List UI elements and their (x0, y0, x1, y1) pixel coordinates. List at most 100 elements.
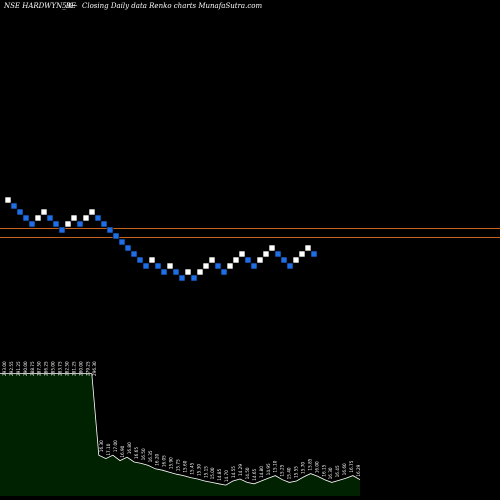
price-label: 15.00 (210, 467, 215, 479)
brick-up (166, 262, 174, 270)
brick-down (160, 268, 168, 276)
price-label: 15.90 (169, 457, 174, 469)
price-label: 14.29 (238, 464, 243, 476)
brick-down (46, 214, 54, 222)
volume-area (0, 373, 361, 496)
brick-up (292, 256, 300, 264)
brick-up (148, 256, 156, 264)
price-label: 15.75 (176, 459, 181, 471)
brick-down (280, 256, 288, 264)
price-label: 15.70 (300, 462, 305, 474)
price-label: 291.25 (16, 361, 21, 376)
brick-down (286, 262, 294, 270)
brick-up (202, 262, 210, 270)
price-label: 15.25 (280, 464, 285, 476)
brick-down (76, 220, 84, 228)
brick-down (28, 220, 36, 228)
brick-down (106, 226, 114, 234)
brick-up (208, 256, 216, 264)
price-label: 16.90 (120, 445, 125, 457)
price-label: 14.95 (266, 463, 271, 475)
price-label: 16.75 (349, 460, 354, 472)
price-label: 16.05 (162, 455, 167, 467)
brick-down (178, 274, 186, 282)
price-label: 283.75 (58, 361, 63, 376)
price-label: 16.60 (342, 463, 347, 475)
brick-down (22, 214, 30, 222)
brick-down (94, 214, 102, 222)
header-change: 5% (62, 2, 73, 10)
price-label: 14.70 (224, 470, 229, 482)
price-label: 296.30 (92, 361, 97, 376)
price-label: 16.30 (328, 467, 333, 479)
price-label: 17.00 (113, 440, 118, 452)
brick-up (34, 214, 42, 222)
brick-up (82, 214, 90, 222)
brick-down (244, 256, 252, 264)
brick-down (100, 220, 108, 228)
brick-up (196, 268, 204, 276)
brick-up (298, 250, 306, 258)
price-label: 16.65 (134, 447, 139, 459)
price-label: 15.30 (196, 464, 201, 476)
price-label: 16.20 (155, 453, 160, 465)
brick-down (124, 244, 132, 252)
brick-up (232, 256, 240, 264)
brick-up (184, 268, 192, 276)
brick-up (262, 250, 270, 258)
price-label: 16.30 (99, 440, 104, 452)
price-label: 16.29 (356, 464, 361, 476)
price-label: 282.50 (64, 361, 69, 376)
price-label: 15.40 (287, 467, 292, 479)
level-lines (0, 228, 500, 238)
brick-down (250, 262, 258, 270)
brick-down (10, 202, 18, 210)
price-label: 279.25 (85, 361, 90, 376)
brick-up (226, 262, 234, 270)
brick-down (154, 262, 162, 270)
price-label: 15.85 (307, 458, 312, 470)
brick-down (274, 250, 282, 258)
price-label: 16.45 (335, 465, 340, 477)
price-label: 17.10 (106, 443, 111, 455)
brick-down (310, 250, 318, 258)
brick-down (142, 262, 150, 270)
price-label: 14.65 (252, 468, 257, 480)
brick-up (64, 220, 72, 228)
price-label: 15.55 (294, 466, 299, 478)
brick-up (40, 208, 48, 216)
brick-up (238, 250, 246, 258)
price-label: 293.00 (2, 361, 7, 376)
brick-up (88, 208, 96, 216)
price-labels: 293.00 292.55 291.25 290.00 288.75 287.50 286.… (2, 361, 361, 482)
brick-up (4, 196, 12, 204)
brick-down (172, 268, 180, 276)
price-label: 15.60 (182, 460, 187, 472)
price-label: 287.50 (37, 361, 42, 376)
brick-up (70, 214, 78, 222)
header-caption: Closing Daily data Renko charts MunafaSu… (82, 2, 262, 10)
price-label: 16.15 (321, 464, 326, 476)
price-label: 15.15 (203, 466, 208, 478)
brick-down (136, 256, 144, 264)
brick-up (268, 244, 276, 252)
brick-down (112, 232, 120, 240)
price-label: 281.25 (71, 361, 76, 376)
renko-bricks (4, 196, 318, 282)
price-label: 290.00 (23, 361, 28, 376)
price-label: 14.50 (245, 467, 250, 479)
price-label: 286.25 (44, 361, 49, 376)
brick-down (214, 262, 222, 270)
price-label: 288.75 (30, 361, 35, 376)
brick-up (304, 244, 312, 252)
price-label: 15.45 (189, 462, 194, 474)
price-label: 16.35 (148, 450, 153, 462)
price-label: 15.10 (273, 460, 278, 472)
brick-down (16, 208, 24, 216)
price-label: 14.85 (217, 468, 222, 480)
price-label: 292.55 (9, 361, 14, 376)
brick-down (190, 274, 198, 282)
volume-line (0, 373, 361, 486)
price-label: 285.00 (51, 361, 56, 376)
